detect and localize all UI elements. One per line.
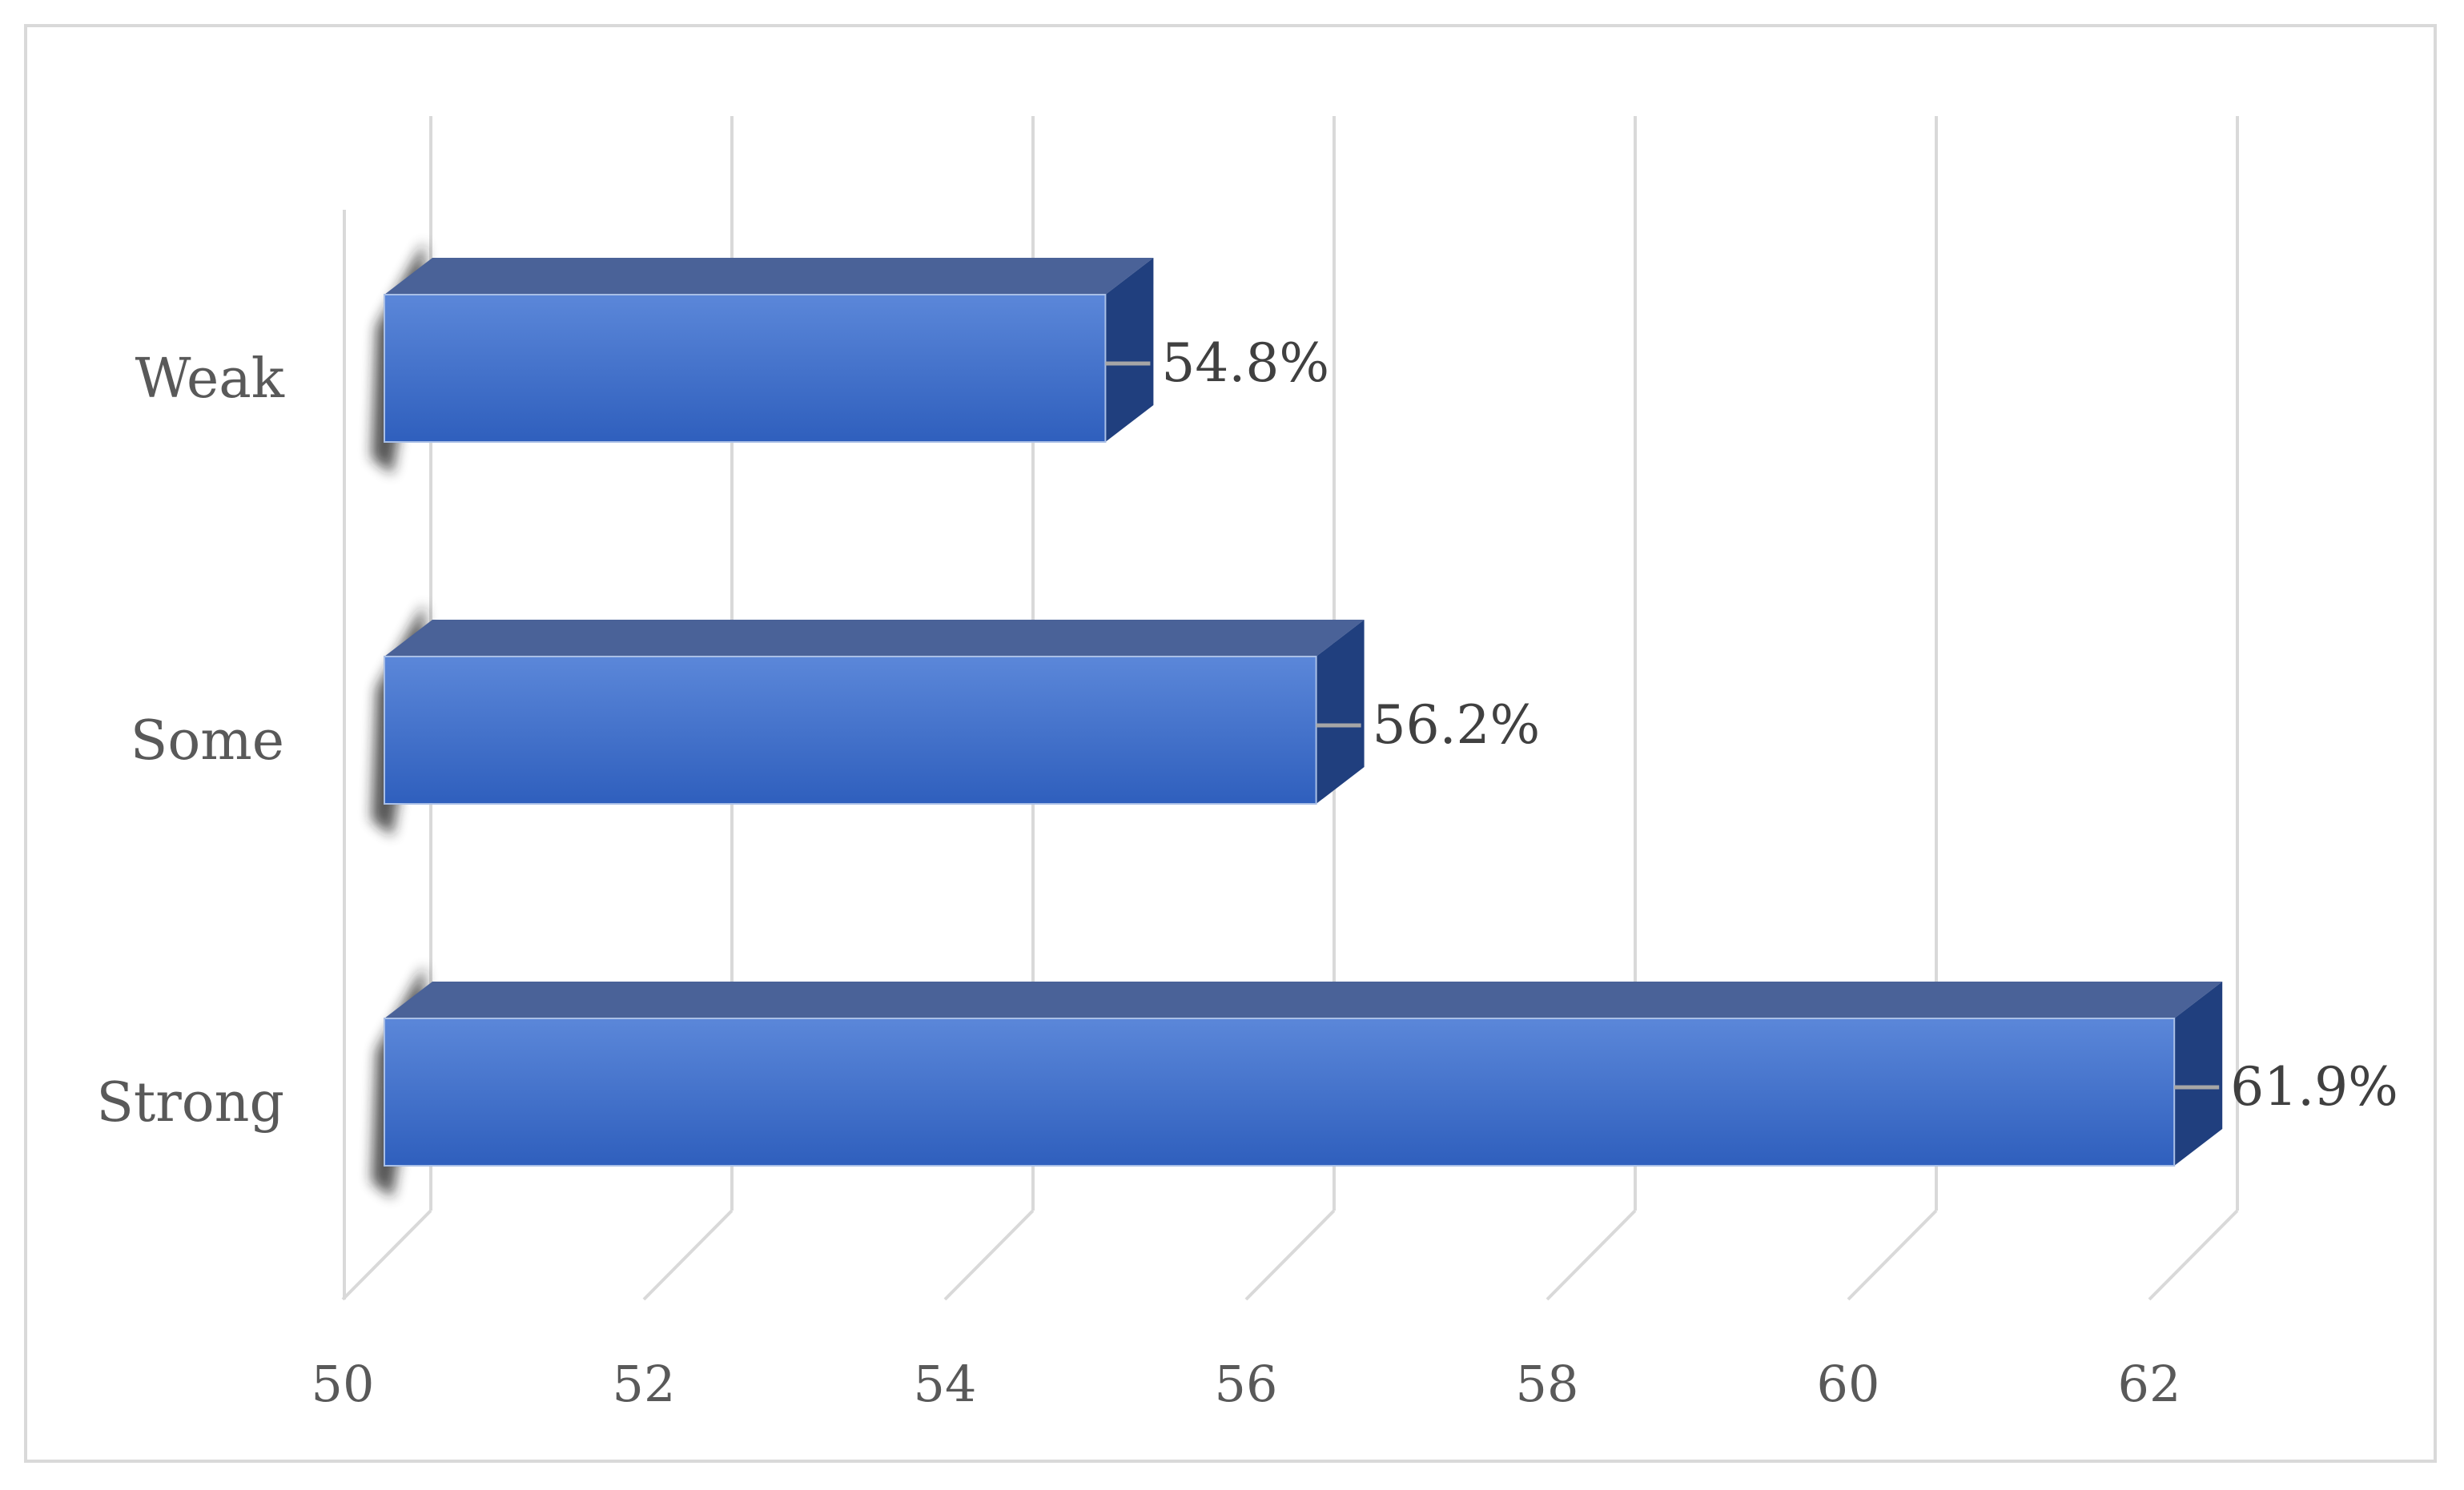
labels: 50 52 54 56 58 60 62 54.8% Weak 56.2% Some 61.9% Str…: [96, 332, 2398, 1413]
floor-gridline: [2148, 1209, 2239, 1301]
bar-some: [384, 656, 1317, 805]
x-tick-label: 62: [2118, 1355, 2181, 1413]
category-label: Some: [131, 709, 284, 773]
x-tick-label: 56: [1215, 1355, 1278, 1413]
x-tick-label: 54: [914, 1355, 977, 1413]
bar-side-face: [1316, 620, 1365, 804]
floor-gridline: [1546, 1209, 1637, 1301]
data-label: 54.8%: [1161, 332, 1329, 394]
bar-strong: [384, 1018, 2176, 1167]
floor-gridline: [1847, 1209, 1938, 1301]
bar-top-face: [384, 620, 1365, 657]
category-label: Strong: [96, 1071, 284, 1135]
x-tick-label: 58: [1516, 1355, 1579, 1413]
category-label: Weak: [135, 347, 285, 411]
bar-top-face: [384, 258, 1154, 295]
x-tick-label: 50: [312, 1355, 375, 1413]
data-label: 61.9%: [2230, 1056, 2398, 1118]
data-label: 56.2%: [1373, 694, 1541, 756]
floor-gridline: [943, 1209, 1035, 1301]
bars: [372, 242, 2223, 1198]
x-tick-label: 52: [613, 1355, 676, 1413]
x-tick-label: 60: [1817, 1355, 1880, 1413]
floor-gridline: [1244, 1209, 1336, 1301]
bar-side-face: [1105, 258, 1154, 442]
bar-weak: [384, 294, 1107, 443]
bar-top-face: [384, 982, 2223, 1018]
floor-gridline: [341, 1209, 432, 1301]
floor-gridline: [642, 1209, 734, 1301]
bar-side-face: [2174, 982, 2223, 1166]
